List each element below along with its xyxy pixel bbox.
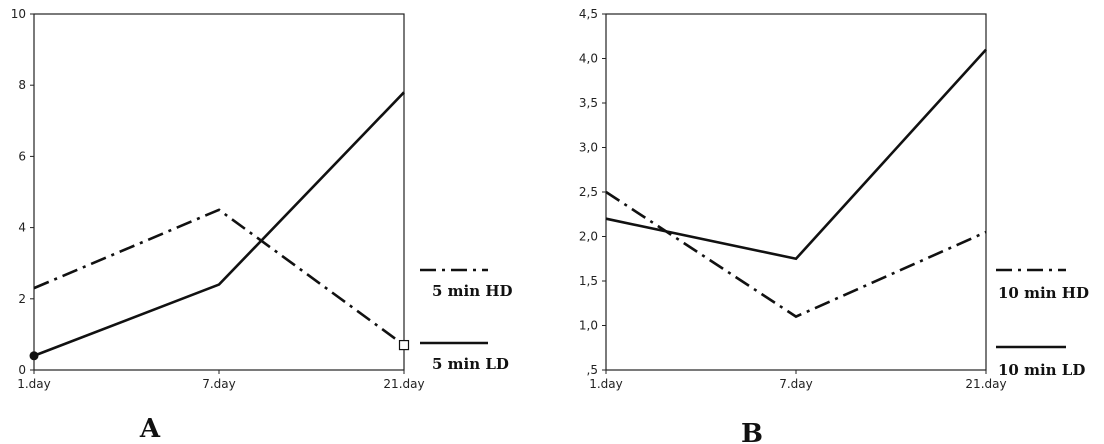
- y-tick-label: ,5: [587, 363, 598, 377]
- x-tick-label: 1.day: [589, 377, 623, 391]
- x-tick-label: 21.day: [383, 377, 424, 391]
- panel-label: A: [139, 414, 161, 444]
- y-tick-label: 2,5: [579, 185, 598, 199]
- x-tick-label: 21.day: [965, 377, 1006, 391]
- y-tick-label: 2,0: [579, 230, 598, 244]
- panel-label: B: [741, 419, 763, 444]
- y-tick-label: 1,5: [579, 274, 598, 288]
- plot-frame: [33, 13, 405, 371]
- y-tick-label: 4: [18, 221, 26, 235]
- x-tick-label: 7.day: [202, 377, 236, 391]
- series-line-dashdot: [33, 208, 405, 347]
- y-tick-label: 0: [18, 363, 26, 377]
- y-tick-label: 4,0: [579, 52, 598, 66]
- y-tick-label: 1,0: [579, 319, 598, 333]
- series-line-solid: [33, 91, 405, 357]
- y-tick-label: 3,0: [579, 141, 598, 155]
- y-tick-label: 3,5: [579, 96, 598, 110]
- legend-label: 10 min HD: [998, 284, 1089, 302]
- series-line-solid: [605, 48, 987, 261]
- y-tick-label: 8: [18, 78, 26, 92]
- x-tick-label: 1.day: [17, 377, 51, 391]
- series-line-dashdot: [605, 190, 987, 319]
- y-tick-label: 6: [18, 149, 26, 163]
- legend-label: 10 min LD: [998, 361, 1085, 379]
- x-tick-label: 7.day: [779, 377, 813, 391]
- chart-panel-b: ,5 1,0 1,5 2,0 2,5 3,0 3,5 4,0 4,5 1.day 7.day 21.d…: [579, 7, 1089, 444]
- legend-label: 5 min LD: [432, 355, 509, 373]
- legend-label: 5 min HD: [432, 282, 513, 300]
- y-tick-label: 2: [18, 292, 26, 306]
- y-tick-label: 10: [11, 7, 26, 21]
- y-tick-label: 4,5: [579, 7, 598, 21]
- data-point-marker: [29, 351, 39, 361]
- chart-panel-a: 0 2 4 6 8 10 1.day 7.day 21.day 5 min HD 5 min LD A: [11, 7, 513, 444]
- data-point-marker: [398, 339, 410, 351]
